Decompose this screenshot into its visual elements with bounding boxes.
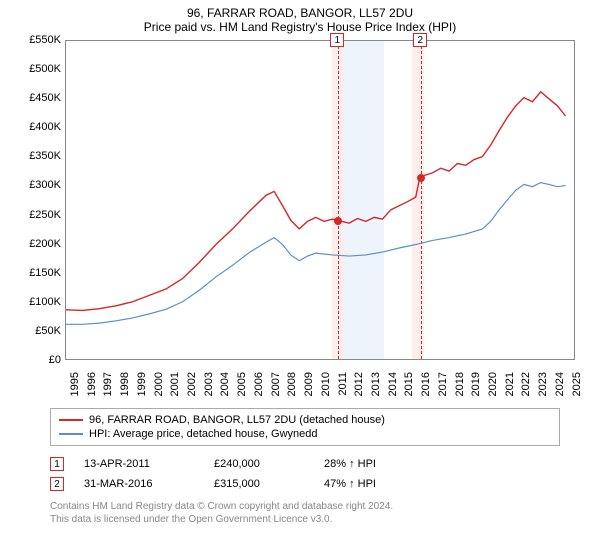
y-tick-label: £0 — [1, 354, 61, 366]
x-tick-label: 2022 — [520, 372, 532, 396]
series-hpi — [66, 183, 566, 325]
y-tick-label: £50K — [1, 325, 61, 337]
sale-marker: 2 — [50, 477, 64, 491]
x-tick-label: 2001 — [169, 372, 181, 396]
sale-price: £315,000 — [214, 478, 304, 490]
footnote-line: This data is licensed under the Open Gov… — [50, 513, 560, 526]
y-tick-label: £550K — [1, 34, 61, 46]
footnote: Contains HM Land Registry data © Crown c… — [50, 500, 560, 526]
x-tick-label: 2016 — [420, 372, 432, 396]
chart-title: 96, FARRAR ROAD, BANGOR, LL57 2DU — [0, 0, 600, 20]
x-tick-label: 2002 — [186, 372, 198, 396]
y-tick-label: £100K — [1, 296, 61, 308]
event-marker: 2 — [413, 33, 427, 47]
x-tick-label: 2000 — [153, 372, 165, 396]
x-tick-label: 2011 — [337, 372, 349, 396]
x-tick-label: 2017 — [437, 372, 449, 396]
x-tick-label: 2010 — [320, 372, 332, 396]
sale-date: 31-MAR-2016 — [84, 478, 194, 490]
chart-area: £0£50K£100K£150K£200K£250K£300K£350K£400… — [15, 40, 585, 400]
series-property — [66, 92, 566, 311]
x-tick-label: 2024 — [554, 372, 566, 396]
plot-region — [65, 40, 575, 360]
legend: 96, FARRAR ROAD, BANGOR, LL57 2DU (detac… — [50, 408, 560, 446]
x-tick-label: 2014 — [387, 372, 399, 396]
x-tick-label: 1999 — [136, 372, 148, 396]
x-tick-label: 2003 — [203, 372, 215, 396]
x-tick-label: 2005 — [236, 372, 248, 396]
legend-label: 96, FARRAR ROAD, BANGOR, LL57 2DU (detac… — [89, 414, 385, 426]
sale-pct: 47% ↑ HPI — [324, 478, 444, 490]
y-tick-label: £350K — [1, 150, 61, 162]
y-tick-label: £500K — [1, 63, 61, 75]
y-tick-label: £150K — [1, 267, 61, 279]
line-series-svg — [66, 41, 574, 359]
legend-swatch — [59, 433, 83, 435]
sale-pct: 28% ↑ HPI — [324, 458, 444, 470]
event-marker: 1 — [330, 33, 344, 47]
x-tick-label: 2020 — [487, 372, 499, 396]
x-tick-label: 2012 — [353, 372, 365, 396]
legend-item: HPI: Average price, detached house, Gwyn… — [59, 427, 551, 441]
legend-swatch — [59, 419, 83, 421]
y-tick-label: £200K — [1, 238, 61, 250]
x-tick-label: 2008 — [286, 372, 298, 396]
x-tick-label: 2004 — [219, 372, 231, 396]
x-tick-label: 2009 — [303, 372, 315, 396]
sale-dot — [417, 174, 425, 182]
sale-row: 2 31-MAR-2016 £315,000 47% ↑ HPI — [50, 474, 560, 494]
footnote-line: Contains HM Land Registry data © Crown c… — [50, 500, 560, 513]
x-tick-label: 2021 — [504, 372, 516, 396]
x-tick-label: 2013 — [370, 372, 382, 396]
x-tick-label: 2018 — [454, 372, 466, 396]
y-tick-label: £400K — [1, 121, 61, 133]
x-tick-label: 2006 — [253, 372, 265, 396]
x-tick-label: 2025 — [571, 372, 583, 396]
x-tick-label: 1995 — [69, 372, 81, 396]
x-tick-label: 2019 — [470, 372, 482, 396]
x-tick-label: 1997 — [102, 372, 114, 396]
chart-subtitle: Price paid vs. HM Land Registry's House … — [0, 20, 600, 40]
legend-label: HPI: Average price, detached house, Gwyn… — [89, 428, 318, 440]
sales-table: 1 13-APR-2011 £240,000 28% ↑ HPI 2 31-MAR-201… — [50, 454, 560, 494]
sale-marker: 1 — [50, 457, 64, 471]
x-tick-label: 1998 — [119, 372, 131, 396]
y-tick-label: £300K — [1, 179, 61, 191]
x-tick-label: 2007 — [270, 372, 282, 396]
legend-item: 96, FARRAR ROAD, BANGOR, LL57 2DU (detac… — [59, 413, 551, 427]
x-tick-label: 2015 — [403, 372, 415, 396]
x-tick-label: 2023 — [537, 372, 549, 396]
sale-dot — [334, 217, 342, 225]
sale-price: £240,000 — [214, 458, 304, 470]
x-tick-label: 1996 — [86, 372, 98, 396]
sale-date: 13-APR-2011 — [84, 458, 194, 470]
y-tick-label: £250K — [1, 209, 61, 221]
sale-row: 1 13-APR-2011 £240,000 28% ↑ HPI — [50, 454, 560, 474]
y-tick-label: £450K — [1, 92, 61, 104]
